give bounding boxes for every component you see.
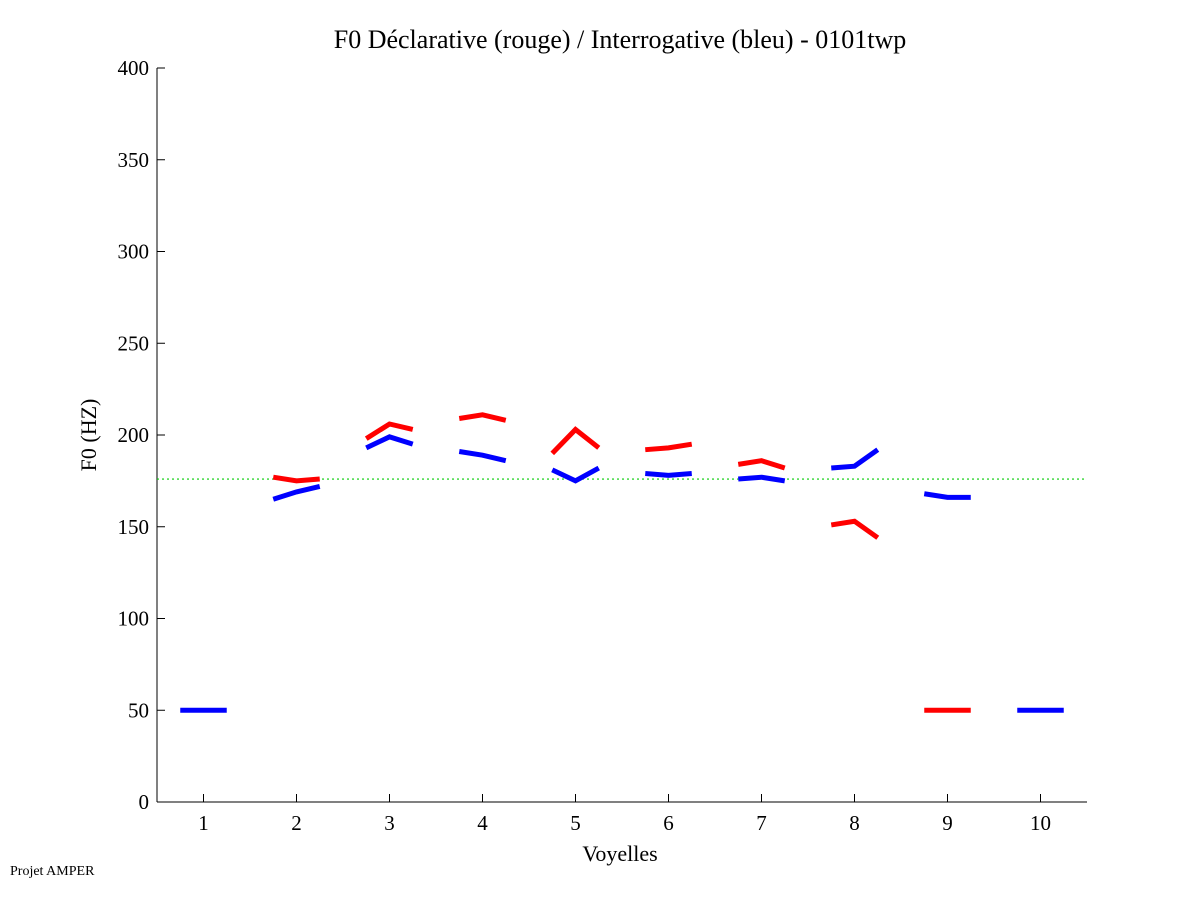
- x-tick-label: 3: [384, 811, 395, 835]
- x-tick-label: 10: [1030, 811, 1051, 835]
- footer-credit: Projet AMPER: [10, 864, 95, 879]
- interrogative-segment-vowel-3: [365, 434, 414, 451]
- data-marks: [157, 412, 1087, 713]
- y-tick-label: 100: [118, 607, 150, 631]
- x-axis-label: Voyelles: [582, 841, 657, 866]
- y-axis-label: F0 (HZ): [76, 399, 101, 472]
- declarative-segment-vowel-8: [830, 518, 880, 540]
- x-tick-label: 1: [198, 811, 209, 835]
- x-tick-label: 6: [663, 811, 674, 835]
- interrogative-segment-vowel-9: [923, 491, 971, 500]
- declarative-segment-vowel-4: [458, 412, 507, 423]
- y-tick-label: 150: [118, 515, 150, 539]
- axes: 0 50 100 150 200 250 300 350 400 1 2 3 4 5 6 7 8 9 10: [118, 56, 1087, 835]
- chart-title: F0 Déclarative (rouge) / Interrogative (…: [334, 25, 907, 54]
- declarative-segment-vowel-2: [272, 474, 320, 484]
- declarative-segment-vowel-7: [737, 458, 786, 471]
- y-tick-label: 400: [118, 56, 150, 80]
- x-tick-label: 9: [942, 811, 953, 835]
- y-tick-label: 50: [128, 698, 149, 722]
- y-tick-label: 200: [118, 423, 150, 447]
- x-tick-label: 7: [756, 811, 767, 835]
- interrogative-segment-vowel-2: [272, 483, 321, 502]
- declarative-segment-vowel-5: [550, 426, 601, 456]
- y-tick-label: 250: [118, 331, 150, 355]
- interrogative-segment-vowel-8: [831, 447, 880, 471]
- interrogative-segment-vowel-7: [738, 474, 786, 484]
- declarative-segment-vowel-6: [645, 441, 693, 453]
- y-tick-label: 0: [139, 790, 150, 814]
- x-tick-label: 4: [477, 811, 488, 835]
- x-tick-label: 8: [849, 811, 860, 835]
- y-tick-label: 350: [118, 148, 150, 172]
- interrogative-segment-vowel-5: [551, 465, 600, 484]
- interrogative-segment-vowel-4: [458, 449, 507, 464]
- y-tick-label: 300: [118, 240, 150, 264]
- x-tick-label: 5: [570, 811, 581, 835]
- x-tick-label: 2: [291, 811, 302, 835]
- interrogative-segment-vowel-6: [645, 471, 692, 478]
- declarative-segment-vowel-3: [364, 421, 414, 441]
